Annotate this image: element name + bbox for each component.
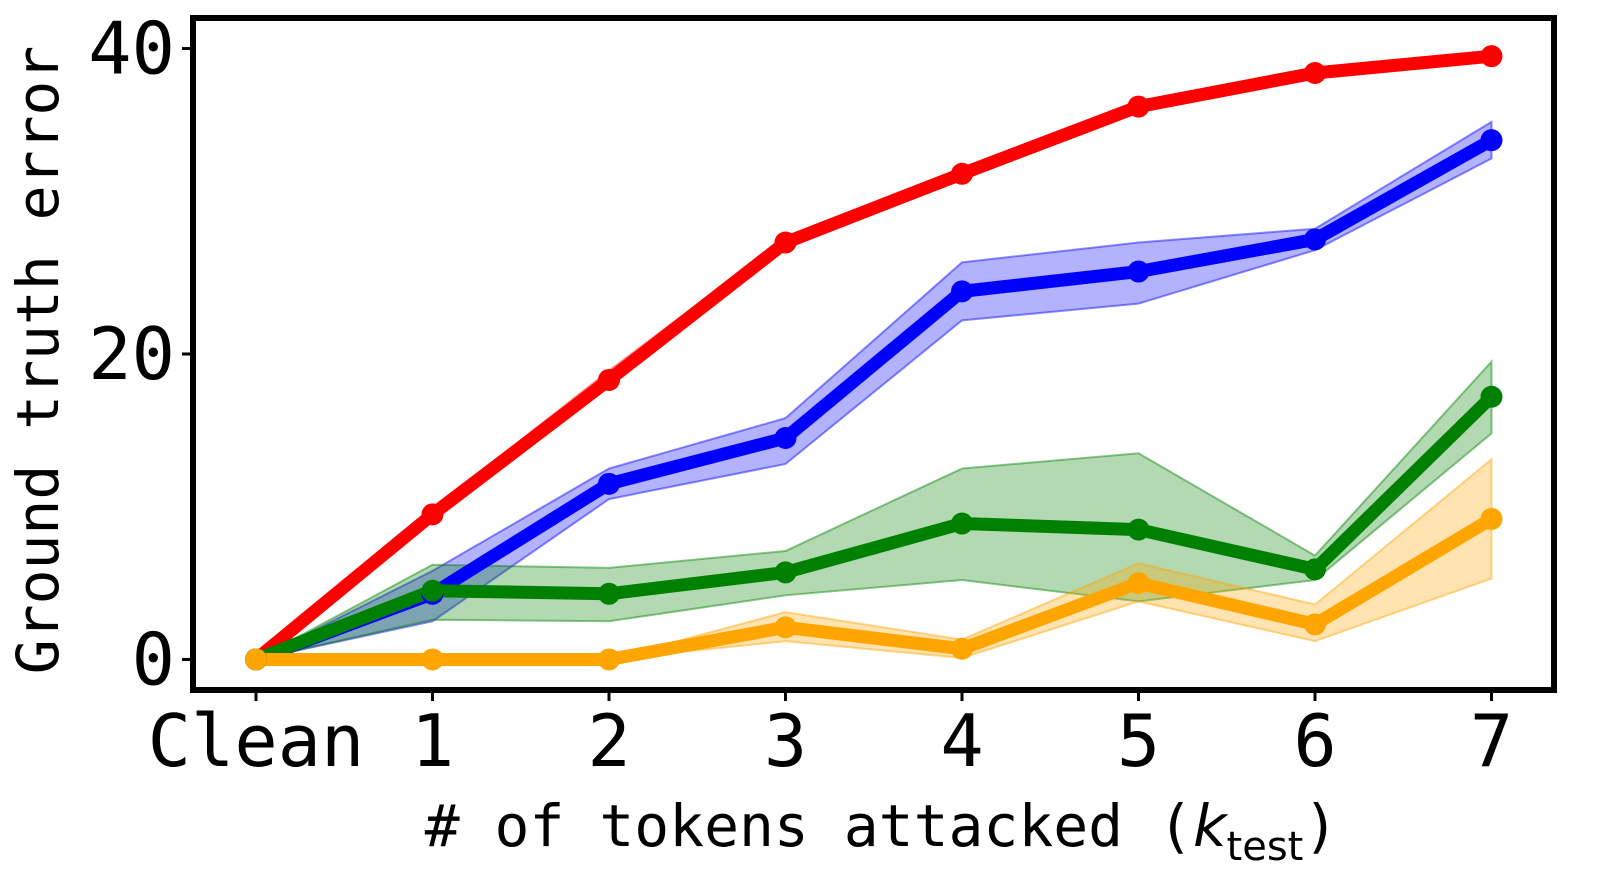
data-point-3-7 <box>1480 507 1503 530</box>
y-axis-ticks: 0 20 40 <box>88 7 193 701</box>
data-point-0-2 <box>598 368 620 391</box>
x-tick-label: 6 <box>1293 699 1336 783</box>
data-point-3-3 <box>774 616 797 639</box>
series-line-1 <box>249 133 1498 666</box>
x-axis-label: # of tokens attacked (ktest) <box>425 792 1339 870</box>
data-point-3-2 <box>598 648 620 671</box>
x-axis-label-subscript: test <box>1227 824 1304 870</box>
data-point-2-1 <box>421 579 444 602</box>
y-tick-label: 40 <box>88 7 175 91</box>
x-tick-label: 3 <box>764 699 807 783</box>
data-point-2-2 <box>598 582 620 605</box>
data-point-1-2 <box>598 472 620 495</box>
data-point-0-7 <box>1480 45 1503 68</box>
series-line-3 <box>249 512 1498 666</box>
x-axis-label-suffix: ) <box>1303 792 1338 860</box>
data-point-3-0 <box>245 648 267 671</box>
series-line-2 <box>249 390 1498 666</box>
data-point-3-1 <box>421 648 444 671</box>
data-point-3-6 <box>1304 613 1326 636</box>
x-tick-label: 5 <box>1117 699 1160 783</box>
data-point-1-7 <box>1480 129 1503 152</box>
data-point-2-5 <box>1127 518 1150 541</box>
data-point-2-4 <box>951 512 973 535</box>
x-tick-label: 7 <box>1470 699 1513 783</box>
data-point-3-5 <box>1127 572 1150 595</box>
y-tick-label: 0 <box>132 617 175 701</box>
x-tick-label: 4 <box>940 699 983 783</box>
data-point-3-4 <box>951 637 973 660</box>
data-point-2-6 <box>1304 558 1326 581</box>
x-tick-label: Clean <box>148 699 365 783</box>
series-line-0 <box>249 49 1498 666</box>
data-point-2-3 <box>774 561 797 584</box>
data-point-1-6 <box>1304 228 1326 251</box>
x-axis-label-prefix: # of tokens attacked ( <box>425 792 1193 860</box>
data-point-0-3 <box>774 231 797 254</box>
data-point-1-5 <box>1127 260 1150 283</box>
x-axis-label-variable: k <box>1193 792 1229 860</box>
x-tick-label: 2 <box>587 699 630 783</box>
series-points <box>245 45 1503 671</box>
data-point-0-4 <box>951 162 973 185</box>
data-point-1-3 <box>774 427 797 449</box>
y-axis-label: Ground truth error <box>4 46 72 675</box>
series-lines <box>249 49 1498 666</box>
data-point-0-6 <box>1304 61 1326 84</box>
x-axis-ticks: Clean 1 2 3 4 5 6 7 <box>148 690 1513 783</box>
data-point-0-5 <box>1127 95 1150 118</box>
data-point-0-1 <box>421 503 444 526</box>
x-tick-label: 1 <box>411 699 454 783</box>
data-point-1-4 <box>951 280 973 303</box>
data-point-2-7 <box>1480 385 1503 408</box>
y-tick-label: 20 <box>88 312 175 396</box>
